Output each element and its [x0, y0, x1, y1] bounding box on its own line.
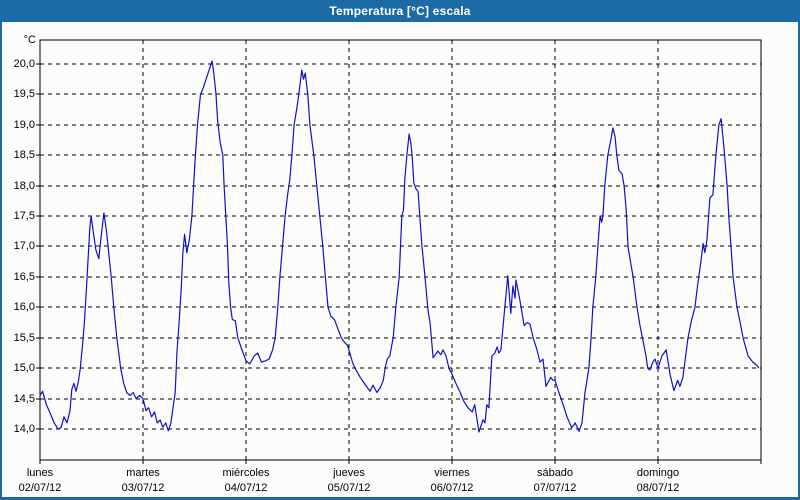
chart-title: Temperatura [°C] escala — [329, 4, 471, 18]
y-axis-tick-label: 18,5 — [13, 149, 35, 161]
x-axis-day-label: domingo 08/07/12 — [613, 466, 703, 496]
day-name-label: viernes — [434, 467, 470, 479]
temperature-line-chart — [36, 39, 762, 464]
title-bar: Temperatura [°C] escala — [2, 0, 798, 22]
y-axis-tick-label: 17,0 — [13, 240, 35, 252]
day-name-label: miércoles — [222, 467, 270, 479]
day-date-label: 05/07/12 — [327, 482, 371, 494]
y-axis-tick-label: 19,5 — [13, 88, 35, 100]
y-axis-tick-label: 15,5 — [13, 332, 35, 344]
day-date-label: 04/07/12 — [224, 482, 268, 494]
x-axis-day-label: sábado 07/07/12 — [510, 466, 600, 496]
day-name-label: jueves — [333, 467, 365, 479]
y-axis-tick-label: 18,0 — [13, 180, 35, 192]
y-axis-tick-label: 16,0 — [13, 301, 35, 313]
x-axis-day-label: viernes 06/07/12 — [407, 466, 497, 496]
y-axis-tick-label: 15,0 — [13, 362, 35, 374]
x-axis-day-label: jueves 05/07/12 — [304, 466, 394, 496]
y-axis-tick-label: 14,5 — [13, 393, 35, 405]
x-axis-day-label: miércoles 04/07/12 — [201, 466, 291, 496]
day-name-label: domingo — [636, 467, 680, 479]
y-axis-tick-label: 17,5 — [13, 210, 35, 222]
day-date-label: 07/07/12 — [533, 482, 577, 494]
day-date-label: 03/07/12 — [121, 482, 165, 494]
day-name-label: sábado — [536, 467, 574, 479]
x-axis-day-label: martes 03/07/12 — [98, 466, 188, 496]
day-date-label: 08/07/12 — [636, 482, 680, 494]
day-name-label: lunes — [26, 467, 54, 479]
plot-border — [39, 39, 762, 461]
day-date-label: 06/07/12 — [430, 482, 474, 494]
y-axis-tick-label: 19,0 — [13, 119, 35, 131]
day-name-label: martes — [126, 467, 160, 479]
chart-area: °C 20,0 19,5 19,0 18,5 18,0 17,5 17,0 16,5 16,0 1… — [2, 22, 798, 497]
day-date-label: 02/07/12 — [18, 482, 62, 494]
y-axis-unit-label: °C — [23, 34, 36, 46]
temperature-series-line — [39, 60, 760, 433]
y-axis-tick-label: 20,0 — [13, 58, 35, 70]
x-axis-day-label: lunes 02/07/12 — [2, 466, 85, 496]
y-axis-tick-label: 16,5 — [13, 271, 35, 283]
y-axis-tick-label: 14,0 — [13, 423, 35, 435]
